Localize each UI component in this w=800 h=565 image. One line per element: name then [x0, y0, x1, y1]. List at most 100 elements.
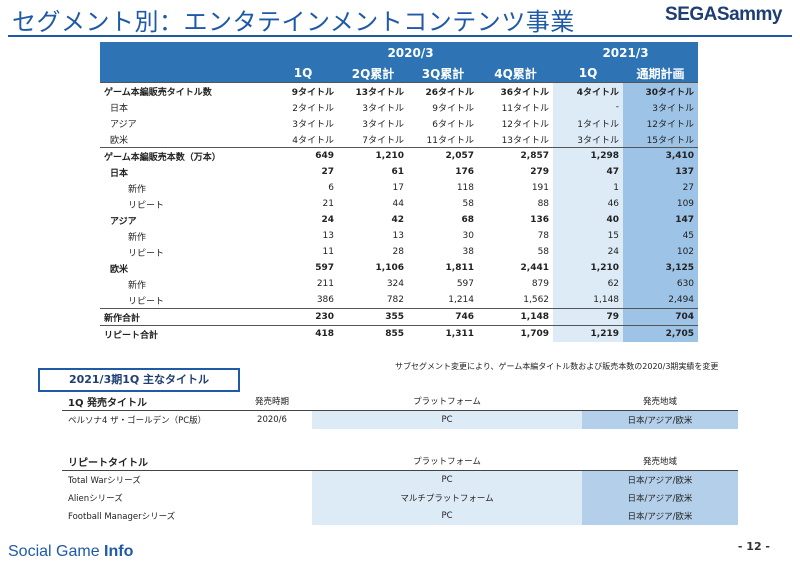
value-cell: 355	[338, 308, 408, 326]
value-cell: 13タイトル	[501, 135, 550, 146]
value-cell: 44	[392, 199, 404, 209]
table-row: 欧米 597 1,106 1,811 2,441 1,210 3,125	[100, 260, 699, 276]
section-label: 2021/3期1Q 主なタイトル	[38, 368, 240, 392]
col-header: 通期計画	[623, 64, 699, 83]
platform-cell: PC	[312, 410, 582, 429]
value-cell: 137	[623, 164, 699, 180]
repeat-titles-heading: リピートタイトル	[62, 452, 232, 471]
value-cell: 36タイトル	[478, 82, 554, 99]
col-header: 2Q累計	[338, 64, 408, 83]
new-titles-heading: 1Q 発売タイトル	[62, 392, 232, 411]
value-cell: 47	[553, 164, 624, 180]
value-cell: 6	[328, 183, 334, 193]
table-row: 新作 13 13 30 78 15 45	[100, 228, 699, 244]
value-cell: 12タイトル	[501, 119, 550, 130]
value-cell: 386	[316, 295, 334, 305]
title-cell: Football Managerシリーズ	[68, 512, 176, 522]
row-label: 欧米	[110, 264, 129, 275]
region-col-header: 発売地域	[582, 392, 738, 411]
value-cell: 88	[537, 199, 550, 209]
table-row: Football Managerシリーズ PC 日本/アジア/欧米	[62, 507, 738, 525]
value-cell: 3タイトル	[623, 99, 699, 115]
value-cell: 58	[462, 199, 474, 209]
value-cell: 597	[456, 279, 474, 289]
value-cell: 11タイトル	[426, 135, 474, 146]
value-cell: 3,410	[623, 147, 699, 164]
value-cell: 24	[553, 244, 624, 260]
blank-col-header	[232, 452, 312, 471]
value-cell: 1,214	[448, 295, 474, 305]
table-row: リピート合計 418 855 1,311 1,709 1,219 2,705	[100, 325, 699, 342]
row-label: ゲーム本編販売本数（万本）	[100, 147, 268, 164]
value-cell: 40	[553, 212, 624, 228]
table-row: 新作合計 230 355 746 1,148 79 704	[100, 308, 699, 326]
value-cell: 176	[455, 167, 474, 177]
region-cell: 日本/アジア/欧米	[582, 470, 738, 489]
value-cell: 26タイトル	[408, 82, 478, 99]
value-cell: 28	[392, 247, 404, 257]
value-cell: -	[553, 99, 624, 115]
row-label: リピート	[128, 296, 165, 307]
row-label: ゲーム本編販売タイトル数	[100, 82, 268, 99]
value-cell: 12タイトル	[623, 115, 699, 131]
value-cell: 3タイトル	[292, 119, 334, 130]
sega-sammy-logo: SEGASammy	[665, 4, 782, 25]
table-row: リピート 21 44 58 88 46 109	[100, 196, 699, 212]
repeat-titles-header: リピートタイトル プラットフォーム 発売地域	[62, 452, 738, 471]
release-cell: 2020/6	[257, 415, 287, 425]
value-cell: 1,148	[553, 292, 624, 309]
value-cell: 1,219	[553, 325, 624, 342]
title-cell: Alienシリーズ	[68, 494, 123, 504]
value-cell: 1	[553, 180, 624, 196]
value-cell: 61	[391, 167, 404, 177]
row-label: 新作	[128, 184, 147, 195]
value-cell: 630	[623, 276, 699, 292]
value-cell: 1,709	[478, 325, 554, 342]
col-header: 4Q累計	[478, 64, 554, 83]
value-cell: 13	[322, 231, 334, 241]
value-cell: 7タイトル	[362, 135, 404, 146]
title-cell: Total Warシリーズ	[68, 476, 141, 486]
year-2021-header: 2021/3	[553, 42, 699, 64]
value-cell: 1,811	[445, 263, 474, 273]
value-cell: 1,210	[338, 147, 408, 164]
value-cell: 2タイトル	[292, 103, 334, 114]
row-label: リピート	[128, 248, 165, 259]
value-cell: 191	[531, 183, 550, 193]
table-row: ゲーム本編販売本数（万本） 649 1,210 2,057 2,857 1,298 3,41…	[100, 147, 699, 164]
value-cell: 102	[623, 244, 699, 260]
value-cell: 418	[268, 325, 338, 342]
table-row: 日本 27 61 176 279 47 137	[100, 164, 699, 180]
platform-col-header: プラットフォーム	[312, 392, 582, 411]
value-cell: 2,705	[623, 325, 699, 342]
value-cell: 1,148	[478, 308, 554, 326]
row-label: 日本	[110, 103, 129, 114]
value-cell: 21	[322, 199, 334, 209]
value-cell: 118	[456, 183, 474, 193]
col-header: 1Q	[553, 64, 624, 83]
value-cell: 230	[268, 308, 338, 326]
title-cell: ペルソナ4 ザ・ゴールデン（PC版）	[68, 416, 207, 426]
table-row: アジア 3タイトル 3タイトル 6タイトル 12タイトル 1タイトル 12タイトル	[100, 115, 699, 131]
platform-cell: PC	[312, 507, 582, 525]
value-cell: 1,562	[523, 295, 550, 305]
table-row: リピート 386 782 1,214 1,562 1,148 2,494	[100, 292, 699, 309]
value-cell: 9タイトル	[268, 82, 338, 99]
row-label: 新作	[128, 232, 147, 243]
value-cell: 58	[537, 247, 550, 257]
value-cell: 15タイトル	[623, 131, 699, 148]
year-header-row: 2020/3 2021/3	[100, 42, 699, 64]
table-row: アジア 24 42 68 136 40 147	[100, 212, 699, 228]
header-blank	[100, 42, 268, 64]
col-header: 3Q累計	[408, 64, 478, 83]
footnote: サブセグメント変更により、ゲーム本編タイトル数および販売本数の2020/3期実績…	[395, 362, 719, 371]
row-label: 日本	[110, 168, 129, 179]
value-cell: 2,441	[520, 263, 550, 273]
platform-cell: PC	[312, 470, 582, 489]
value-cell: 6タイトル	[432, 119, 474, 130]
value-cell: 1,311	[408, 325, 478, 342]
year-2020-header: 2020/3	[268, 42, 554, 64]
value-cell: 13タイトル	[338, 82, 408, 99]
table-row: 新作 211 324 597 879 62 630	[100, 276, 699, 292]
value-cell: 3タイトル	[362, 103, 404, 114]
